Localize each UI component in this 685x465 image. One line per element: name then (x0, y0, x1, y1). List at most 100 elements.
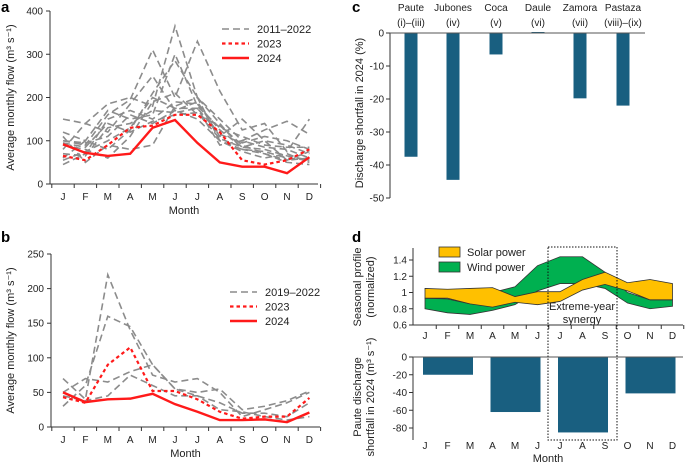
x-tick-label: J (61, 192, 66, 203)
series-line-dashed (62, 96, 310, 161)
y-tick-label: -80 (393, 424, 408, 435)
series-line-dashed (62, 271, 310, 418)
y-tick-label: 100 (27, 353, 44, 364)
legend-label: Solar power (467, 247, 526, 259)
y-tick-label: 1 (401, 288, 407, 299)
y-tick-label: 400 (26, 7, 43, 18)
x-tick-label: D (306, 192, 313, 203)
y-tick-label: 0 (38, 423, 44, 434)
legend-label: 2024 (265, 316, 289, 328)
x-tick-label: N (283, 435, 290, 446)
series-line-solid (62, 118, 311, 175)
category-code-label: (v) (490, 18, 502, 29)
legend-label: 2023 (257, 39, 281, 51)
panel-label-c: c (352, 0, 360, 16)
x-tick-label: J (535, 441, 540, 452)
x-tick-label: S (239, 192, 246, 203)
y-axis-label: Seasonal profile (352, 248, 364, 327)
category-label: Pastaza (605, 3, 642, 14)
category-code-label: (vii) (572, 18, 588, 29)
bar-coca (489, 33, 503, 55)
x-tick-label: J (61, 435, 66, 446)
x-tick-label: J (535, 331, 540, 342)
x-tick-label: F (444, 441, 450, 452)
x-tick-label: O (624, 441, 632, 452)
x-tick-label: A (579, 441, 586, 452)
bar-shortfall-3 (625, 357, 676, 394)
category-code-label: (i)–(iii) (397, 18, 425, 29)
panel-c (386, 32, 645, 199)
x-tick-label: A (489, 441, 496, 452)
x-tick-label: J (558, 331, 563, 342)
x-tick-label: J (173, 435, 178, 446)
legend-label: 2011–2022 (257, 24, 311, 36)
x-tick-label: M (104, 435, 112, 446)
bar-jubones (446, 33, 460, 180)
bar-paute (404, 33, 418, 157)
series-line-dashed (62, 315, 310, 411)
x-tick-label: O (624, 331, 632, 342)
y-tick-label: 0.8 (393, 304, 407, 315)
series-line-dashed (62, 59, 310, 162)
y-tick-label: -40 (393, 388, 408, 399)
bar-shortfall-2 (558, 357, 608, 433)
panel-label-b: b (1, 229, 10, 246)
x-tick-label: A (216, 192, 223, 203)
x-tick-label: M (511, 441, 519, 452)
category-label: Coca (484, 3, 508, 14)
y-tick-label: -10 (370, 62, 385, 73)
bar-zamora (573, 33, 587, 99)
y-tick-label: 1.4 (393, 256, 407, 267)
x-tick-label: D (669, 441, 676, 452)
y-tick-label: 0 (378, 29, 384, 40)
series-line-dashed (62, 39, 311, 153)
x-tick-label: N (283, 192, 290, 203)
y-tick-label: -50 (370, 194, 385, 205)
legend-label: Wind power (467, 262, 525, 274)
y-tick-label: -30 (370, 128, 385, 139)
y-tick-label: 0.6 (393, 321, 407, 332)
y-tick-label: 0 (37, 180, 43, 191)
x-tick-label: M (466, 331, 474, 342)
series-line-dashed (62, 363, 310, 418)
x-tick-label: F (82, 435, 88, 446)
x-tick-label: D (306, 435, 313, 446)
bar-shortfall-0 (423, 357, 473, 375)
panel-b (47, 253, 322, 431)
x-axis-label: Month (533, 453, 564, 465)
x-tick-label: J (195, 192, 200, 203)
x-tick-label: D (669, 331, 676, 342)
legend-label: 2019–2022 (265, 287, 320, 299)
y-tick-label: -20 (393, 370, 408, 381)
x-tick-label: S (602, 441, 609, 452)
bar-pastaza (616, 33, 630, 106)
y-tick-label: 50 (33, 388, 45, 399)
series-line-dashed (62, 52, 310, 149)
x-tick-label: A (489, 331, 496, 342)
series-line-dashed (62, 374, 310, 421)
y-axis-label: Average monthly flow (m³ s⁻¹) (5, 267, 17, 413)
x-tick-label: J (423, 331, 428, 342)
y-tick-label: 250 (27, 250, 44, 261)
x-tick-label: J (558, 441, 563, 452)
x-tick-label: F (444, 331, 450, 342)
legend-label: 2024 (257, 53, 281, 65)
x-axis-label: Month (169, 205, 200, 217)
category-code-label: (vi) (531, 18, 545, 29)
y-axis-label: Discharge shortfall in 2024 (%) (354, 38, 366, 188)
x-tick-label: A (579, 331, 586, 342)
x-tick-label: A (127, 192, 134, 203)
band-solar-power (424, 271, 673, 308)
series-line-dashed (62, 74, 310, 162)
x-tick-label: M (104, 192, 112, 203)
x-tick-label: N (646, 331, 653, 342)
x-tick-label: J (423, 441, 428, 452)
y-tick-label: 200 (27, 284, 44, 295)
y-tick-label: -60 (393, 406, 408, 417)
y-axis-label: Paute discharge (352, 357, 364, 437)
panel-label-a: a (1, 0, 10, 16)
y-tick-label: 300 (26, 50, 43, 61)
category-label: Daule (525, 3, 552, 14)
series-line-dashed (62, 107, 310, 157)
